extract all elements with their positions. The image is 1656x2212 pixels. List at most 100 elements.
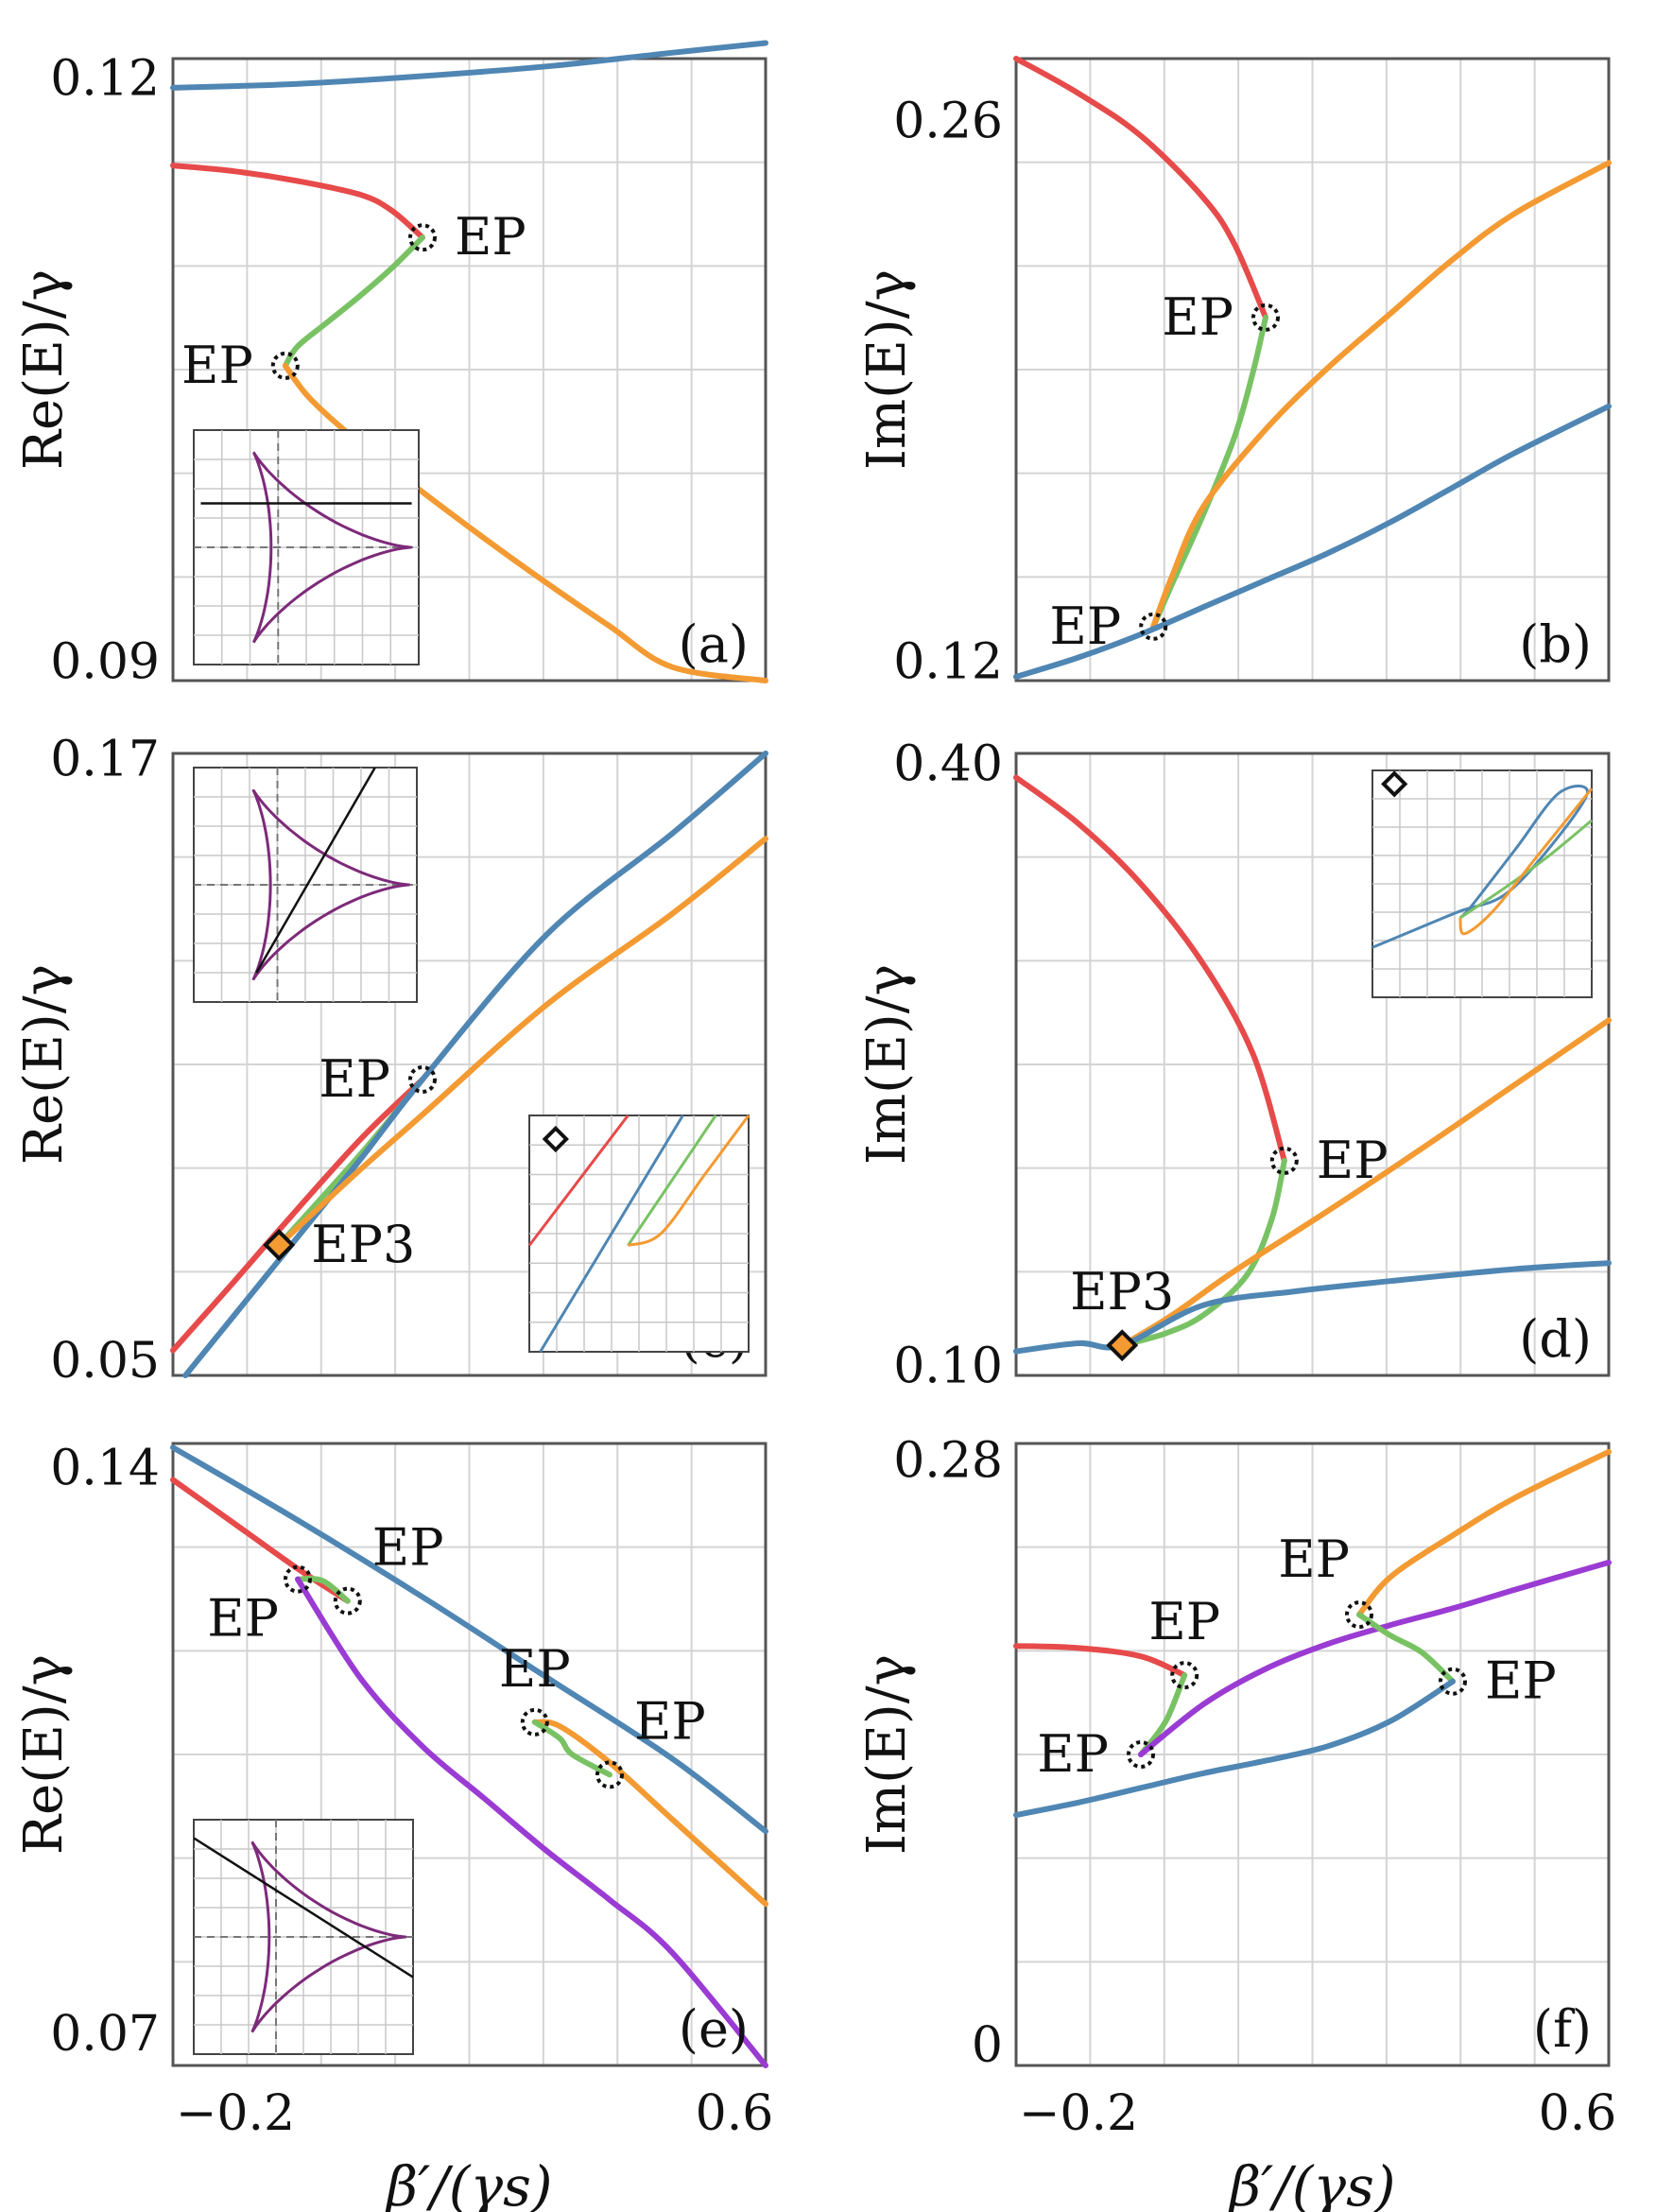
ep-marker — [520, 1707, 549, 1737]
series-blue-line — [1013, 1260, 1612, 1355]
series-green-line — [1356, 1612, 1456, 1685]
inset-cusp-curve — [251, 788, 410, 981]
inset-blue-line — [539, 1115, 684, 1353]
marker-label: EP — [499, 1639, 571, 1699]
y-tick-label: 0.07 — [50, 2006, 160, 2063]
series-orange-line — [531, 1719, 768, 1908]
series-blue-line — [1013, 1678, 1456, 1818]
inset-green-line — [627, 1115, 717, 1247]
y-tick-label: 0.14 — [50, 1441, 160, 1497]
series-purple-line — [1138, 1559, 1612, 1757]
panel-label: (f) — [1533, 1999, 1592, 2059]
inset-diamond-marker — [542, 1125, 569, 1153]
ep-marker — [1127, 1740, 1155, 1769]
series-orange-line — [1150, 160, 1612, 630]
series-orange-line — [1356, 1448, 1612, 1618]
panel-d: 0.40 0.10 Im(E)/γ EP EP3 (d) — [856, 736, 1612, 1394]
marker-label: EP — [1037, 1724, 1109, 1784]
ep-marker — [284, 1564, 312, 1594]
y-tick-label: 0.40 — [893, 736, 1003, 793]
marker-label: EP — [1485, 1651, 1557, 1711]
inset-parameter-line — [194, 1837, 413, 1979]
ep-marker — [1439, 1667, 1467, 1696]
series-blue-line — [170, 1444, 768, 1835]
plot-frame — [1014, 752, 1611, 1377]
marker-label: EP3 — [1070, 1262, 1174, 1322]
inset-green-curve — [1458, 819, 1593, 920]
y-axis-label: Re(E)/γ — [13, 1654, 75, 1855]
inset-parameter-line — [255, 768, 376, 974]
series-red-line — [170, 1477, 351, 1604]
marker-label: EP3 — [311, 1215, 415, 1274]
inset-cusp-curve — [251, 451, 412, 644]
series-red-line — [1013, 56, 1268, 320]
y-axis-label: Im(E)/γ — [856, 1654, 918, 1855]
series-red-line — [1013, 1643, 1188, 1679]
inset-diamond-marker — [1381, 770, 1408, 798]
y-tick-label: 0 — [972, 2017, 1003, 2074]
x-tick-label: 0.6 — [696, 2085, 774, 2142]
plot-frame — [171, 57, 768, 683]
marker-label: EP — [372, 1518, 444, 1578]
marker-label: EP — [1162, 287, 1233, 347]
ep3-marker — [263, 1229, 296, 1262]
ep3-marker — [1106, 1329, 1139, 1362]
series-blue-line — [1013, 403, 1612, 680]
series-orange-line — [282, 362, 768, 683]
marker-label: EP — [1317, 1131, 1389, 1190]
marker-label: EP — [181, 336, 253, 395]
plot-frame — [171, 1442, 768, 2067]
panel-label: (b) — [1519, 614, 1592, 674]
y-tick-label: 0.28 — [893, 1433, 1003, 1490]
marker-label: EP — [207, 1589, 279, 1649]
panel-label: (d) — [1519, 1309, 1592, 1369]
panel-b: 0.26 0.12 Im(E)/γ EP EP (b) — [856, 56, 1612, 691]
ep-marker — [1269, 1146, 1299, 1175]
marker-label: EP — [634, 1691, 706, 1751]
plot-frame — [171, 752, 768, 1377]
inset-orange-curve — [1458, 787, 1594, 936]
y-tick-label: 0.17 — [50, 731, 160, 787]
panel-a: 0.12 0.09 Re(E)/γ EP EP (a) — [13, 40, 768, 690]
ep-marker — [270, 351, 300, 380]
y-tick-label: 0.10 — [893, 1338, 1003, 1394]
y-tick-label: 0.26 — [893, 93, 1003, 149]
ep-marker — [408, 1064, 437, 1094]
y-axis-label: Im(E)/γ — [856, 964, 918, 1165]
plot-frame — [1014, 57, 1611, 683]
series-red-line — [170, 163, 425, 241]
series-orange-line — [276, 836, 768, 1248]
marker-label: EP — [1049, 596, 1121, 656]
ep-marker — [333, 1586, 362, 1616]
panel-f: 0.28 0 Im(E)/γ EP EP EP EP (f) −0.2 0.6 β′/(γs) — [856, 1433, 1616, 2212]
series-green-line — [295, 1576, 351, 1604]
ep-marker — [1139, 612, 1168, 641]
ep-marker — [1170, 1661, 1199, 1690]
marker-label: EP — [1148, 1592, 1220, 1651]
marker-label: EP — [455, 207, 526, 267]
series-blue-line — [170, 40, 768, 91]
y-tick-label: 0.05 — [50, 1333, 160, 1390]
ep-marker — [595, 1760, 624, 1789]
y-axis-label: Re(E)/γ — [13, 964, 75, 1165]
series-green-line — [282, 234, 425, 369]
y-tick-label: 0.12 — [50, 51, 160, 108]
x-tick-label: 0.6 — [1539, 2085, 1617, 2142]
marker-label: EP — [319, 1049, 390, 1109]
ep-marker — [1345, 1600, 1373, 1630]
x-tick-label: −0.2 — [176, 2085, 295, 2142]
ep-marker — [408, 223, 437, 252]
series-green-line — [1150, 314, 1268, 630]
x-axis-label: β′/(γs) — [385, 2154, 553, 2212]
x-tick-label: −0.2 — [1019, 2085, 1138, 2142]
panel-label: (e) — [679, 1999, 749, 2059]
inset-blue-curve — [1371, 785, 1589, 949]
series-red-line — [170, 1076, 425, 1354]
series-purple-line — [295, 1576, 768, 2068]
y-tick-label: 0.09 — [50, 633, 160, 690]
inset-cusp-curve — [250, 1840, 406, 2033]
series-green-line — [1119, 1157, 1287, 1349]
y-axis-label: Im(E)/γ — [856, 269, 918, 470]
